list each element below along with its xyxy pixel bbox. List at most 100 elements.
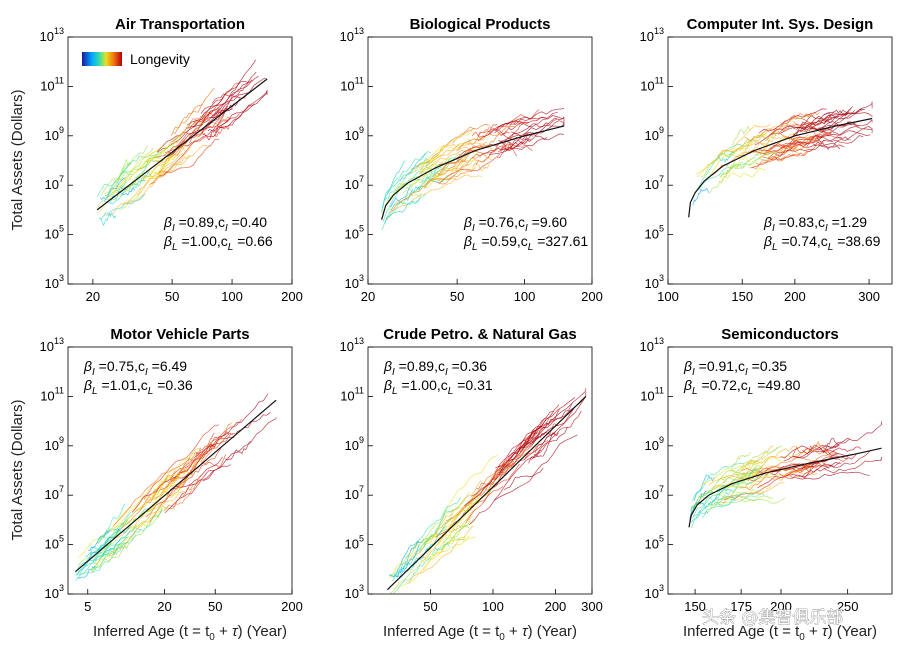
trajectory-line: [800, 451, 870, 470]
trajectory-line: [192, 71, 257, 128]
trajectory-line: [472, 162, 490, 171]
trajectory-line: [432, 480, 482, 538]
trajectory-line: [698, 138, 757, 188]
trajectory-line: [197, 77, 268, 130]
trajectory-line: [744, 130, 780, 151]
fit-line: [688, 447, 882, 528]
trajectory-line: [693, 490, 758, 518]
trajectory-line: [775, 144, 845, 157]
trajectory-line: [185, 110, 213, 128]
trajectory-line: [743, 473, 762, 480]
trajectory-line: [733, 116, 812, 153]
y-tick-label: 103: [345, 583, 364, 601]
trajectory-line: [700, 152, 740, 177]
trajectory-line: [431, 174, 482, 181]
trajectory-line: [75, 521, 125, 573]
trajectory-line: [109, 491, 155, 533]
x-label-mid: +: [805, 623, 822, 640]
y-tick-label: 109: [45, 125, 64, 143]
trajectory-line: [495, 404, 560, 469]
trajectory-line: [129, 171, 152, 190]
trajectory-line: [755, 145, 806, 165]
fit-line: [381, 125, 565, 220]
trajectory-line: [150, 470, 189, 499]
trajectory-line: [386, 177, 457, 221]
trajectory-line: [711, 465, 780, 490]
x-tick-label: 20: [157, 599, 171, 614]
trajectory-line: [741, 142, 769, 156]
trajectory-line: [806, 125, 873, 149]
trajectory-line: [438, 153, 501, 185]
fit-line: [386, 395, 587, 591]
trajectory-line: [180, 464, 231, 499]
trajectory-line: [219, 80, 250, 116]
trajectory-line: [524, 391, 587, 460]
trajectory-line: [509, 133, 548, 150]
trajectory-line: [728, 151, 778, 170]
trajectory-line: [212, 79, 253, 104]
legend-colorbar: [82, 52, 122, 66]
trajectory-line: [219, 89, 268, 128]
trajectory-line: [519, 388, 587, 453]
y-tick-label: 1011: [640, 75, 664, 93]
annotation-line: βL =1.00,cL =0.31: [383, 377, 493, 397]
trajectory-line: [389, 524, 469, 594]
trajectory-group: [388, 388, 587, 594]
trajectory-line: [692, 187, 710, 206]
legend-label: Longevity: [130, 51, 190, 67]
trajectory-line: [734, 154, 754, 169]
axes-box: [667, 346, 893, 595]
trajectory-line: [172, 82, 240, 142]
trajectory-line: [447, 499, 477, 523]
x-tick-label: 50: [165, 289, 179, 304]
trajectory-line: [452, 132, 529, 162]
y-tick-label: 105: [345, 224, 364, 242]
x-tick-label: 150: [684, 599, 706, 614]
y-tick-label: 1013: [640, 26, 664, 44]
trajectory-line: [422, 536, 477, 571]
x-tick-label: 100: [221, 289, 243, 304]
trajectory-line: [107, 490, 185, 557]
x-tick-label: 200: [281, 289, 303, 304]
trajectory-line: [149, 136, 214, 185]
trajectory-line: [788, 111, 820, 121]
trajectory-line: [798, 462, 842, 479]
trajectory-line: [218, 412, 271, 440]
x-tick-label: 200: [784, 289, 806, 304]
trajectory-line: [793, 109, 848, 130]
trajectory-line: [493, 434, 578, 501]
x-tick-label: 250: [837, 599, 859, 614]
y-tick-label: 109: [645, 435, 664, 453]
trajectory-line: [758, 108, 827, 134]
trajectory-line: [100, 212, 117, 226]
panel-title: Air Transportation: [115, 16, 245, 33]
trajectory-line: [752, 445, 800, 478]
trajectory-line: [112, 458, 190, 527]
panel-title: Semiconductors: [721, 326, 839, 343]
trajectory-line: [531, 410, 582, 461]
trajectory-line: [691, 471, 758, 511]
trajectory-line: [170, 432, 236, 480]
trajectory-line: [455, 152, 490, 171]
annotation-line: βL =0.74,cL =38.69: [763, 233, 881, 253]
y-axis-label-top: Total Assets (Dollars): [9, 90, 26, 231]
trajectory-line: [766, 470, 818, 481]
trajectory-line: [427, 157, 458, 181]
trajectory-line: [184, 113, 240, 147]
annotation-line: βL =1.01,cL =0.36: [83, 377, 193, 397]
trajectory-line: [790, 471, 870, 480]
trajectory-line: [210, 422, 232, 451]
trajectory-line: [147, 487, 169, 512]
x-axis-label-3: Inferred Age (t = t0 + τ) (Year): [683, 623, 877, 643]
trajectory-line: [709, 158, 738, 194]
y-tick-label: 103: [645, 583, 664, 601]
x-label-post: ) (Year): [528, 623, 577, 640]
trajectory-line: [790, 122, 832, 140]
trajectory-line: [691, 462, 745, 502]
trajectory-line: [720, 167, 766, 182]
trajectory-line: [495, 108, 565, 131]
y-tick-label: 105: [645, 224, 664, 242]
y-tick-label: 107: [45, 484, 64, 502]
trajectory-line: [731, 125, 751, 146]
axes-box: [67, 36, 293, 285]
